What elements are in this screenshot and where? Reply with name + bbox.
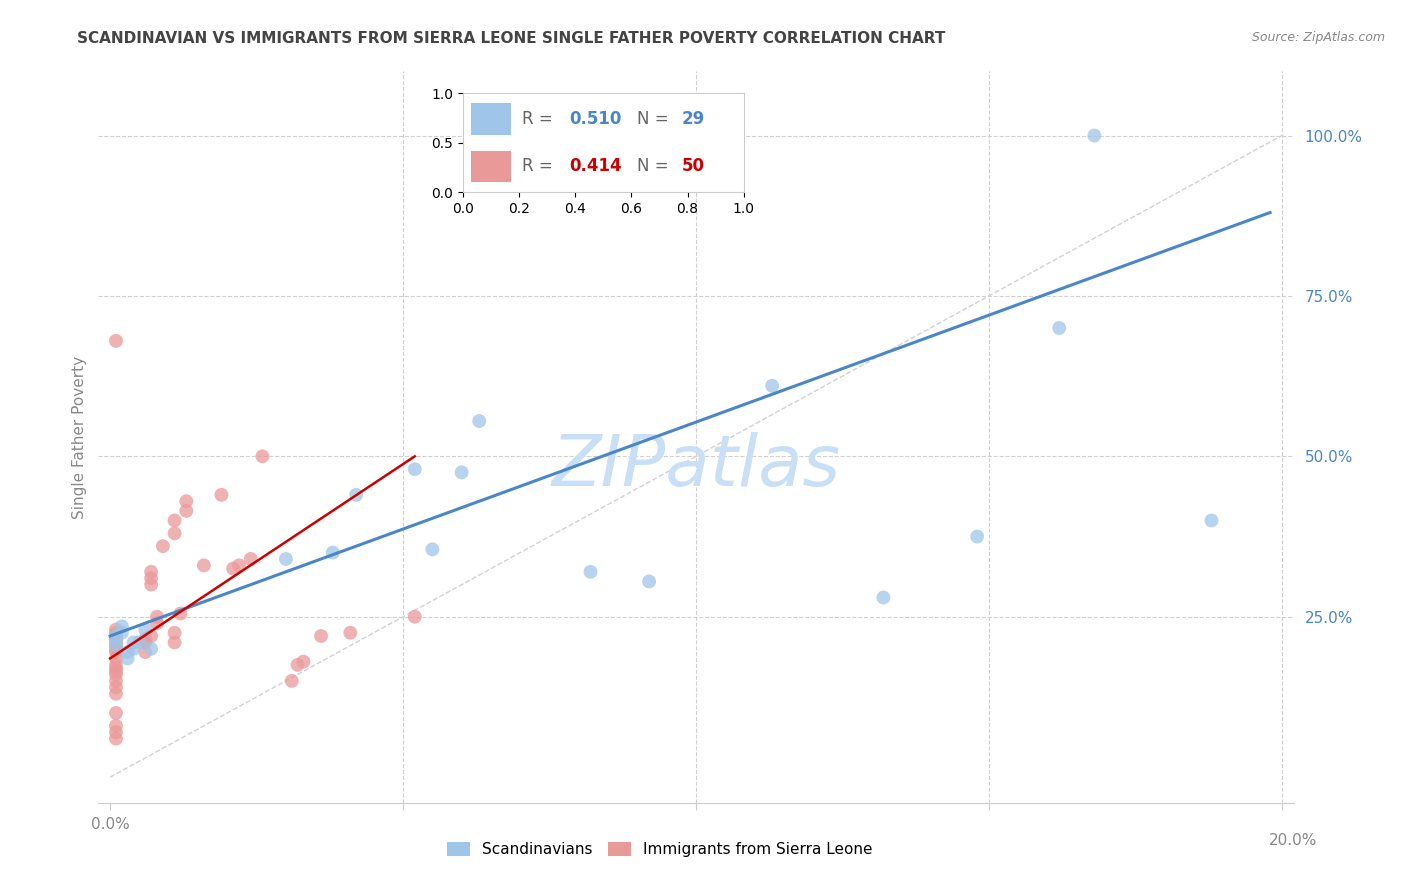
Point: [146, 609, 169, 624]
Point: [146, 616, 169, 631]
Point: [193, 558, 215, 573]
Point: [309, 629, 332, 643]
Point: [174, 504, 197, 518]
Point: [134, 632, 156, 647]
Point: [1083, 128, 1105, 143]
Point: [344, 488, 367, 502]
Point: [141, 641, 163, 656]
Point: [1201, 514, 1223, 528]
Point: [404, 609, 426, 624]
Point: [292, 655, 315, 669]
Point: [105, 629, 128, 643]
Point: [228, 558, 250, 573]
Point: [450, 466, 472, 480]
Point: [105, 681, 128, 695]
Point: [105, 667, 128, 681]
Point: [339, 625, 361, 640]
Point: [105, 687, 128, 701]
Point: [111, 625, 134, 640]
Point: [579, 565, 602, 579]
Point: [141, 629, 163, 643]
Point: [105, 629, 128, 643]
Point: [105, 673, 128, 688]
Point: [134, 635, 156, 649]
Point: [211, 488, 233, 502]
Point: [141, 571, 163, 585]
Text: ZIPatlas: ZIPatlas: [551, 432, 841, 500]
Point: [872, 591, 894, 605]
Point: [134, 623, 156, 637]
Point: [152, 539, 174, 553]
Point: [105, 665, 128, 679]
Text: Source: ZipAtlas.com: Source: ZipAtlas.com: [1251, 31, 1385, 45]
Point: [274, 552, 297, 566]
Point: [128, 635, 150, 649]
Point: [252, 450, 274, 464]
Point: [105, 706, 128, 720]
Point: [163, 625, 186, 640]
Point: [222, 561, 245, 575]
Point: [638, 574, 661, 589]
Point: [105, 641, 128, 656]
Legend: Scandinavians, Immigrants from Sierra Leone: Scandinavians, Immigrants from Sierra Le…: [447, 842, 873, 857]
Point: [105, 719, 128, 733]
Point: [105, 645, 128, 659]
Point: [117, 645, 139, 659]
Point: [169, 607, 191, 621]
Point: [134, 645, 156, 659]
Point: [105, 625, 128, 640]
Point: [117, 651, 139, 665]
Point: [404, 462, 426, 476]
Point: [105, 635, 128, 649]
Point: [163, 514, 186, 528]
Point: [105, 639, 128, 653]
Point: [281, 673, 304, 688]
Text: 20.0%: 20.0%: [1270, 833, 1317, 848]
Point: [163, 526, 186, 541]
Point: [239, 552, 262, 566]
Point: [111, 619, 134, 633]
Point: [105, 334, 128, 348]
Point: [105, 639, 128, 653]
Point: [685, 128, 707, 143]
Point: [105, 657, 128, 672]
Point: [174, 494, 197, 508]
Point: [105, 731, 128, 746]
Point: [105, 651, 128, 665]
Point: [696, 128, 718, 143]
Point: [966, 529, 988, 543]
Point: [468, 414, 491, 428]
Point: [122, 641, 145, 656]
Point: [422, 542, 444, 557]
Point: [163, 635, 186, 649]
Point: [105, 632, 128, 647]
Point: [141, 565, 163, 579]
Point: [105, 725, 128, 739]
Point: [105, 632, 128, 647]
Point: [1047, 321, 1070, 335]
Point: [287, 657, 309, 672]
Point: [322, 545, 344, 559]
Point: [761, 378, 783, 392]
Point: [105, 661, 128, 675]
Point: [141, 577, 163, 591]
Point: [122, 635, 145, 649]
Point: [105, 623, 128, 637]
Text: SCANDINAVIAN VS IMMIGRANTS FROM SIERRA LEONE SINGLE FATHER POVERTY CORRELATION C: SCANDINAVIAN VS IMMIGRANTS FROM SIERRA L…: [77, 31, 946, 46]
Y-axis label: Single Father Poverty: Single Father Poverty: [72, 356, 87, 518]
